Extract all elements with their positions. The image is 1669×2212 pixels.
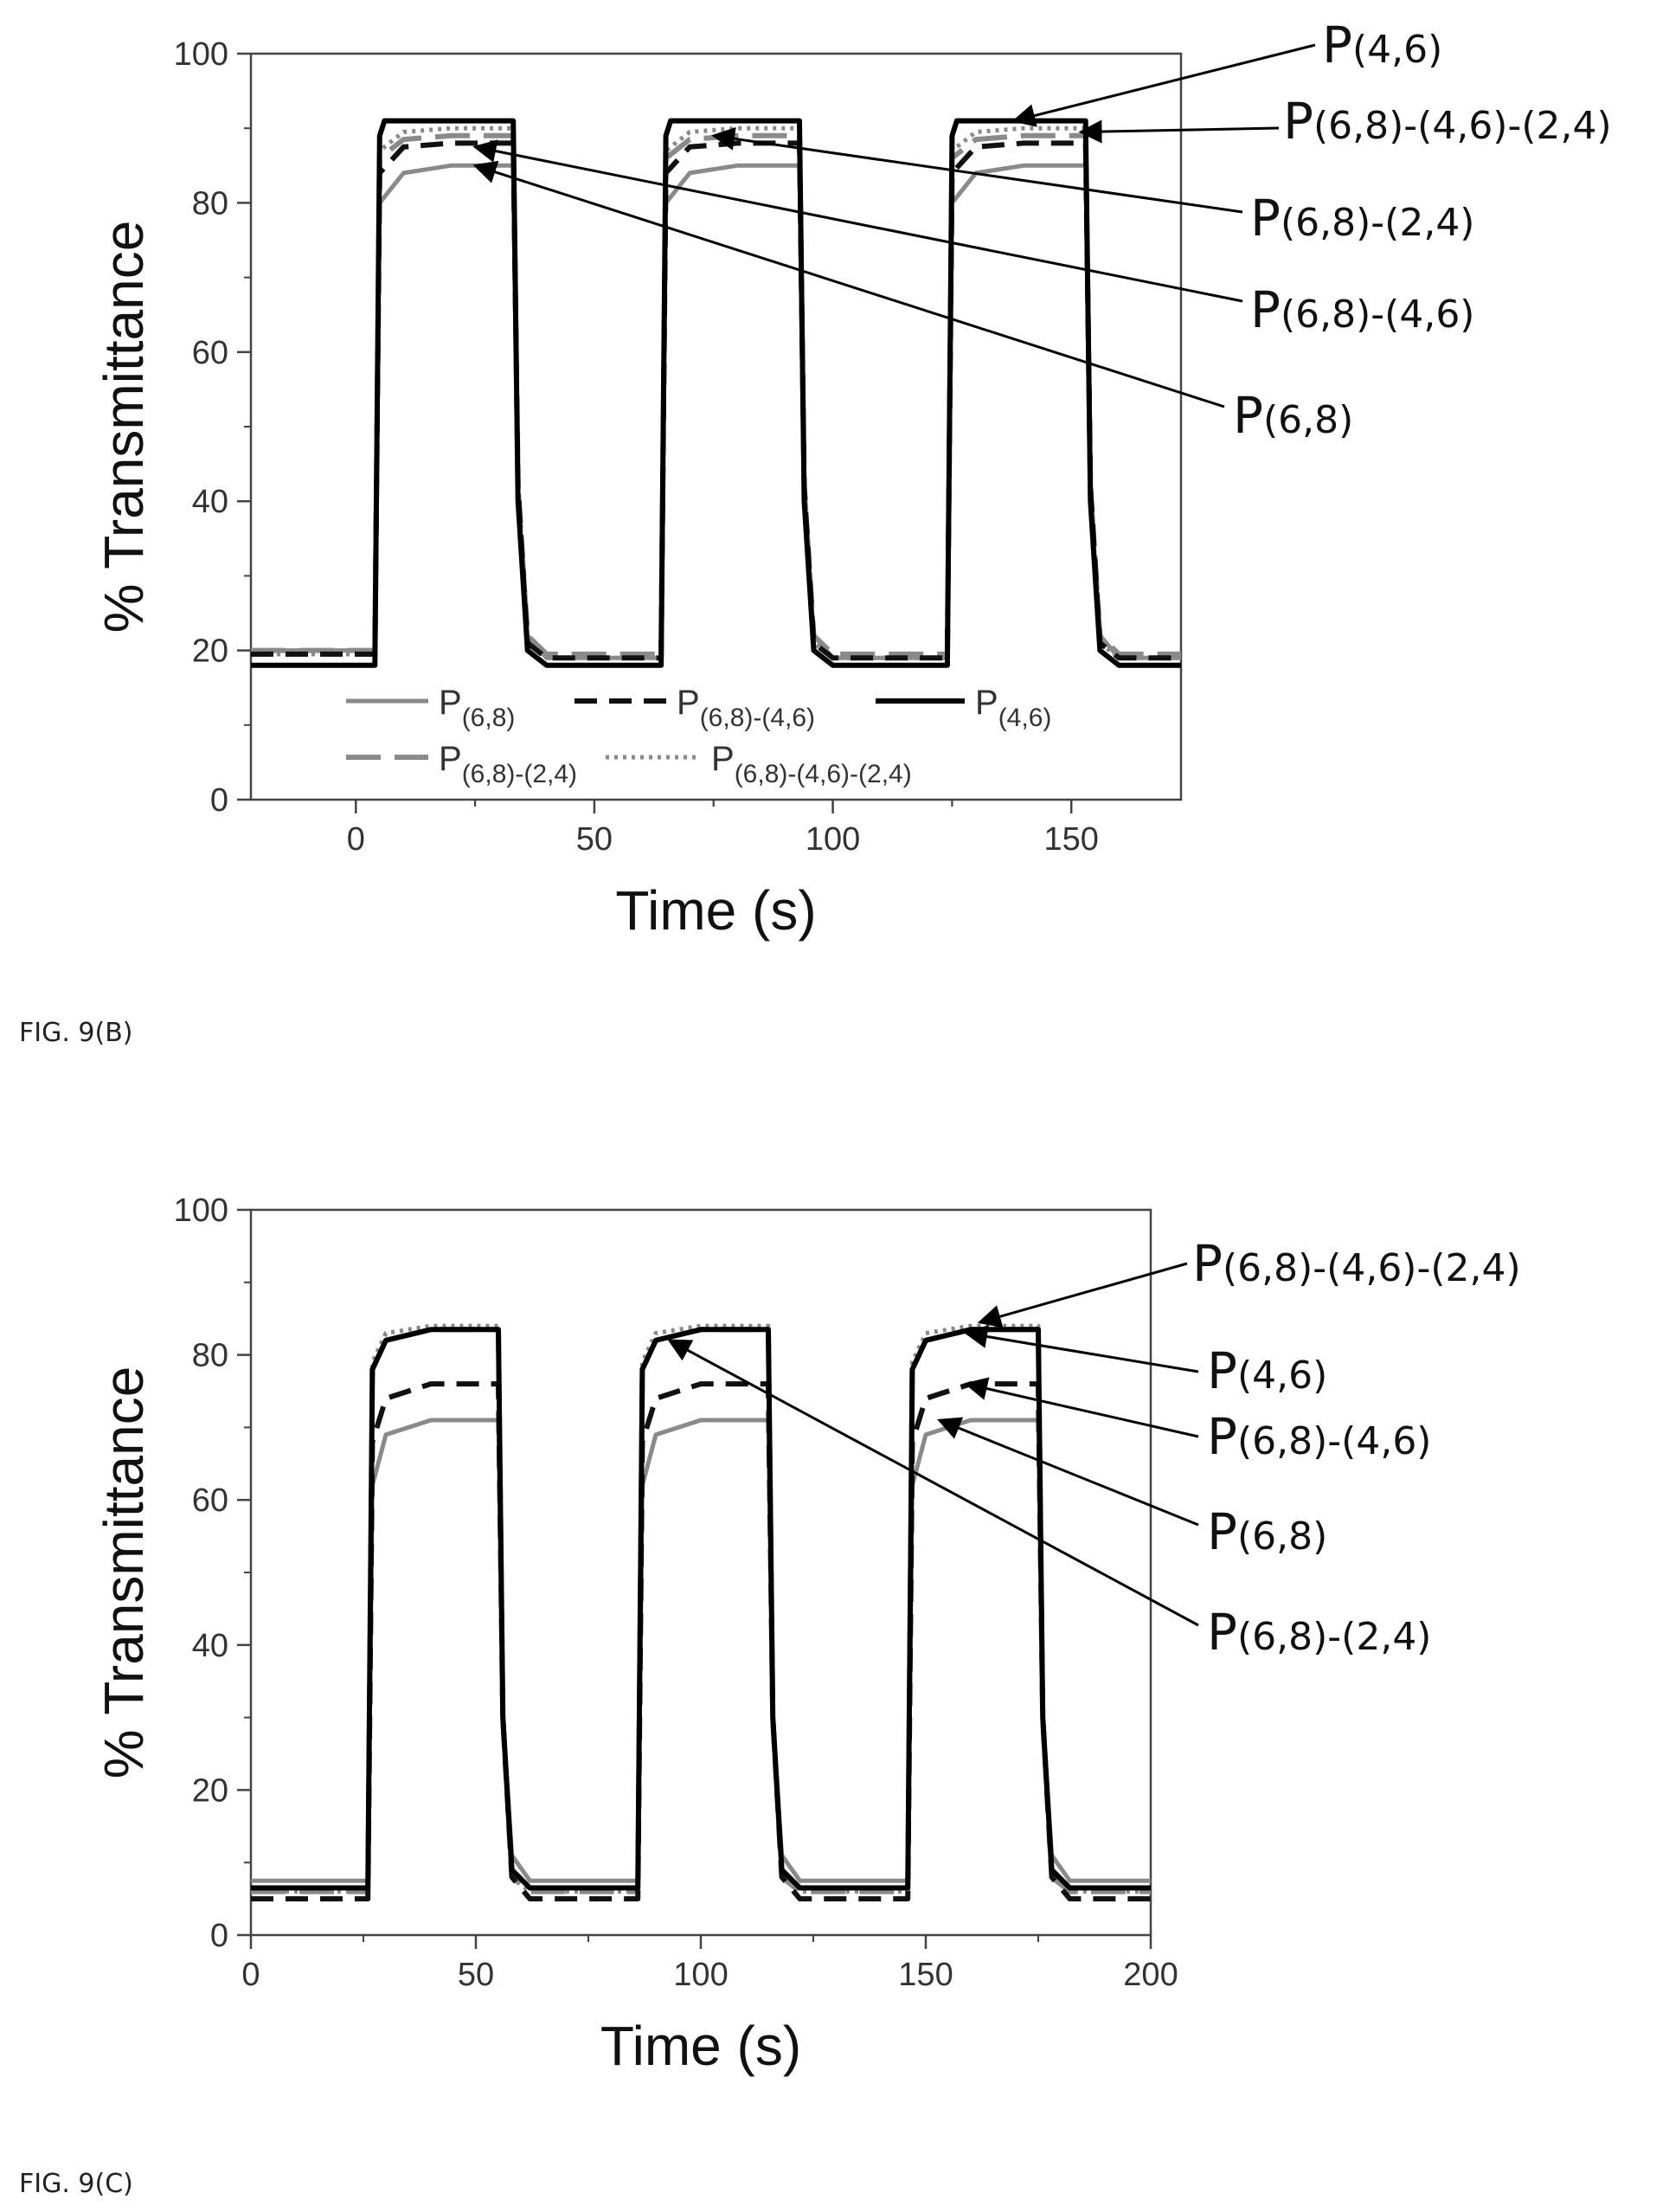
x-axis-title: Time (s) — [615, 879, 816, 942]
callout-arrow — [937, 1417, 1199, 1527]
x-tick-label: 100 — [806, 821, 860, 858]
callout-label: P(6,8)-(2,4) — [1207, 1603, 1431, 1662]
y-tick-label: 80 — [192, 185, 228, 222]
callout-label: P(4,6) — [1207, 1341, 1327, 1400]
legend-entry: P(6,8)-(2,4) — [439, 740, 577, 788]
series-line — [251, 1327, 1151, 1891]
legend-entry: P(6,8) — [439, 684, 515, 732]
y-tick-label: 40 — [192, 1628, 228, 1664]
y-tick-label: 100 — [174, 36, 228, 73]
series-line — [251, 132, 1181, 657]
callout-arrow — [472, 160, 1225, 408]
x-tick-label: 50 — [576, 821, 613, 858]
series-line — [251, 1418, 1151, 1883]
callout-arrow — [977, 1262, 1188, 1328]
x-tick-label: 200 — [1123, 1957, 1178, 1993]
x-tick-label: 150 — [1044, 821, 1099, 858]
callout-label: P(6,8)-(4,6)-(2,4) — [1192, 1234, 1521, 1293]
series-line — [251, 163, 1181, 660]
callout-label: P(6,8)-(4,6) — [1207, 1407, 1431, 1466]
callout-arrow — [472, 139, 1243, 303]
series-line — [251, 140, 1181, 661]
chart-1: 0 20 40 60 80 100 0 50 100 150 Time (s) % Transmitt… — [93, 16, 1612, 942]
y-tick-label: 0 — [210, 782, 228, 819]
series-line — [251, 1327, 1151, 1894]
callout-label: P(6,8)-(4,6) — [1250, 280, 1474, 339]
callout-label: P(4,6) — [1322, 16, 1442, 74]
series-line — [251, 125, 1181, 660]
legend-entry: P(6,8)-(4,6)-(2,4) — [711, 740, 912, 788]
callout-arrow — [1011, 43, 1316, 127]
figure-label-9c: FIG. 9(C) — [19, 2169, 133, 2199]
series-line — [251, 1323, 1151, 1894]
y-tick-label: 20 — [192, 1772, 228, 1809]
x-tick-label: 100 — [673, 1957, 728, 1993]
x-tick-label: 0 — [241, 1957, 260, 1993]
legend-entry: P(6,8)-(4,6) — [677, 684, 815, 732]
y-tick-label: 20 — [192, 633, 228, 670]
x-tick-label: 50 — [458, 1957, 494, 1993]
callout-arrow — [964, 1377, 1199, 1438]
y-tick-label: 60 — [192, 1482, 228, 1519]
x-axis-title: Time (s) — [600, 2015, 801, 2077]
legend-entry: P(4,6) — [975, 684, 1051, 732]
callout-arrow — [711, 126, 1243, 214]
y-axis-title: % Transmittance — [93, 1366, 155, 1779]
figure-label-9b: FIG. 9(B) — [19, 1018, 133, 1048]
callout-label: P(6,8) — [1233, 386, 1353, 445]
series-line — [251, 118, 1181, 668]
y-tick-label: 60 — [192, 335, 228, 371]
callout-arrow — [667, 1339, 1199, 1627]
y-axis-title: % Transmittance — [93, 221, 155, 633]
callout-label: P(6,8) — [1207, 1502, 1327, 1561]
callout-arrow — [1078, 119, 1280, 144]
y-tick-label: 100 — [174, 1193, 228, 1229]
callout-label: P(6,8)-(4,6)-(2,4) — [1283, 92, 1612, 151]
x-tick-label: 150 — [898, 1957, 953, 1993]
y-tick-label: 0 — [210, 1918, 228, 1954]
callout-arrow — [964, 1325, 1199, 1373]
y-tick-label: 80 — [192, 1338, 228, 1374]
y-tick-label: 40 — [192, 484, 228, 520]
chart-2: 0 20 40 60 80 100 0 50 100 150 200 Time (s) % Transm… — [93, 1193, 1521, 2077]
callout-label: P(6,8)-(2,4) — [1250, 189, 1474, 248]
series-line — [251, 1381, 1151, 1902]
plot-frame — [249, 1208, 1152, 1937]
x-tick-label: 0 — [347, 821, 365, 858]
